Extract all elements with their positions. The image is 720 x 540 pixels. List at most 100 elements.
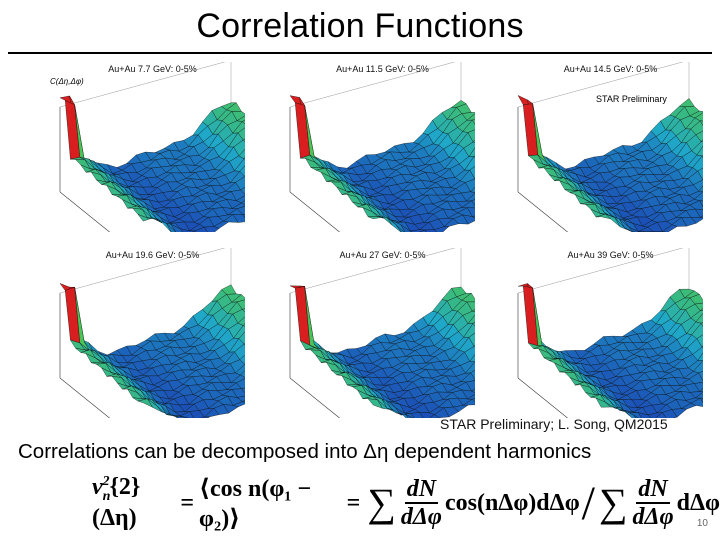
surface-cell <box>700 397 703 403</box>
surface-cell <box>460 191 475 202</box>
surface-cell <box>470 187 475 193</box>
surface-cell <box>471 388 475 393</box>
surface-cell <box>467 314 475 324</box>
surface-cell <box>185 416 189 418</box>
surface-cell <box>466 394 475 400</box>
surface-cell <box>699 388 703 392</box>
surface-cell <box>166 414 179 418</box>
fraction-dn-1: dN dΔφ <box>401 476 442 530</box>
sum-symbol-2: ∑ <box>599 480 628 525</box>
surface-cell <box>695 130 703 143</box>
surface-cell <box>698 371 703 381</box>
surface-cell <box>462 398 475 406</box>
surface-cell <box>179 411 194 418</box>
surface-cell <box>690 217 703 224</box>
correlation-plot-7-7: |Δη|ΔφC(Δη,Δφ) Au+Au 7.7 GeV: 0-5% <box>20 62 245 242</box>
surface-cell <box>175 416 187 418</box>
surface-cell <box>464 346 475 362</box>
surface-cell <box>241 387 245 394</box>
surface-cell <box>243 157 245 160</box>
surface-cell <box>692 155 703 172</box>
surface-cell <box>694 382 703 392</box>
surface-cell <box>243 343 245 346</box>
formula-square: 2 <box>102 474 110 490</box>
surface-cell <box>473 345 475 348</box>
surface-cell <box>233 325 245 339</box>
surface-cell <box>424 229 438 232</box>
axis-frame-top <box>59 248 226 294</box>
surface-cell <box>231 388 245 398</box>
surface-cell <box>236 115 245 122</box>
surface-cell <box>236 299 245 310</box>
surface-cell <box>463 141 475 157</box>
harmonic-formula: vn2{2} (Δη) = ⟨cos n(φ₁ − φ₂)⟩ = ∑ dN dΔφ… <box>92 472 720 534</box>
surface-cell <box>156 219 172 232</box>
surface-cell <box>688 170 703 185</box>
surface-cell <box>239 165 245 177</box>
surface-cell <box>236 378 245 389</box>
surface-cell <box>229 171 245 183</box>
surface-cell <box>695 313 703 324</box>
surface-cell <box>692 346 703 361</box>
division-slash: / <box>581 476 596 530</box>
surface-cell <box>232 401 245 408</box>
surface-cell <box>694 392 703 399</box>
correlation-plot-11-5: |Δη|Δφ Au+Au 11.5 GeV: 0-5% <box>250 62 475 242</box>
surface-cell <box>700 322 703 327</box>
surface-cell <box>462 214 475 225</box>
surface-plot-14-5: |Δη|ΔφSTAR Preliminary <box>517 62 703 232</box>
surface-cell <box>699 120 703 126</box>
surface-cell <box>240 187 245 195</box>
z-axis-label: C(Δη,Δφ) <box>50 77 84 86</box>
correlation-plot-14-5: |Δη|ΔφSTAR Preliminary Au+Au 14.5 GeV: 0… <box>478 62 703 242</box>
surface-cell <box>472 139 475 143</box>
surface-cell <box>696 146 703 157</box>
star-preliminary-label: STAR Preliminary <box>596 94 667 104</box>
surface-cell <box>469 166 475 180</box>
harmonics-statement: Correlations can be decomposed into Δη d… <box>18 440 592 463</box>
surface-cell <box>689 110 703 119</box>
surface-cell <box>638 231 645 232</box>
surface-cell <box>236 205 245 215</box>
surface-cell <box>694 191 703 201</box>
panel-label: Au+Au 11.5 GeV: 0-5% <box>336 64 429 74</box>
surface-cell <box>462 119 475 133</box>
correlation-plot-39: |Δη|Δφ Au+Au 39 GeV: 0-5% <box>478 248 703 428</box>
formula-n: n <box>102 488 111 504</box>
axis-frame-top <box>517 248 684 294</box>
formula-equals-2: = <box>346 489 361 516</box>
surface-cell <box>461 112 475 121</box>
correlation-plot-27: |Δη|Δφ Au+Au 27 GeV: 0-5% <box>250 248 475 428</box>
surface-cell <box>239 354 245 365</box>
surface-cell <box>463 323 475 338</box>
surface-cell <box>468 147 475 157</box>
surface-cell <box>694 112 703 122</box>
surface-cell <box>694 302 703 311</box>
surface-cell <box>472 321 475 327</box>
surface-cell <box>655 412 667 418</box>
formula-equals: = <box>180 489 195 516</box>
surface-cell <box>461 200 475 209</box>
surface-cell <box>690 310 703 323</box>
title-divider <box>8 52 712 54</box>
fraction-dn-2: dN dΔφ <box>633 476 674 530</box>
axis-frame <box>517 293 569 418</box>
surface-cell <box>465 178 475 193</box>
surface-cell <box>386 217 402 232</box>
surface-cell <box>688 372 703 384</box>
surface-cell <box>689 294 703 305</box>
formula-integrand: cos(nΔφ)dΔφ <box>444 489 580 516</box>
surface-cell <box>466 380 475 392</box>
fraction-numerator: dN <box>636 476 670 504</box>
surface-cell <box>689 200 703 210</box>
surface-cell <box>688 190 703 200</box>
surface-cell <box>619 218 634 232</box>
surface-cell <box>472 398 475 403</box>
surface-cell <box>469 354 475 362</box>
surface-cell <box>693 360 703 374</box>
surface-cell <box>470 369 475 380</box>
axis-frame-top <box>289 248 456 294</box>
surface-cell <box>471 199 475 206</box>
surface-cell <box>699 308 703 311</box>
surface-cell <box>624 410 636 418</box>
